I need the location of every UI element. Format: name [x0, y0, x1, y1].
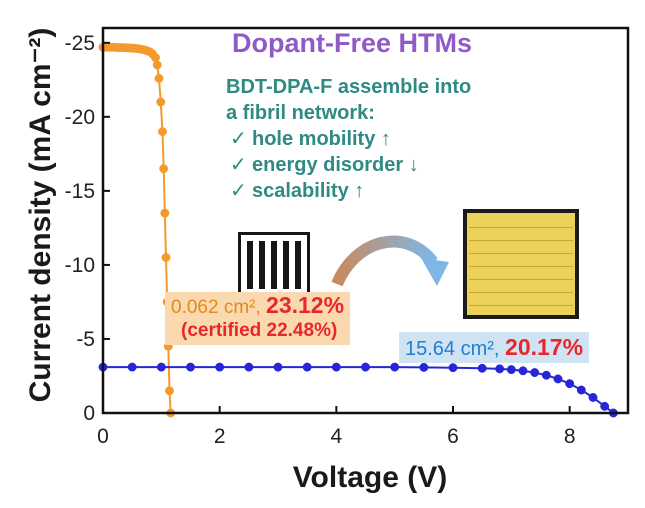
- arrow-down-icon: ↓: [408, 154, 419, 176]
- large-module-image: [463, 209, 579, 319]
- series-2-point: [530, 368, 540, 378]
- y-tick-label: -10: [65, 254, 95, 277]
- small-area-value: 0.062 cm²,: [171, 297, 261, 318]
- series-2-point: [565, 379, 575, 389]
- series-2-point: [302, 362, 312, 372]
- annotation-item-1: ✓ hole mobility ↑: [226, 126, 471, 152]
- annotation-line-1: BDT-DPA-F assemble into: [226, 74, 471, 100]
- y-tick-label: -25: [65, 32, 95, 55]
- small-area-label: 0.062 cm², 23.12% (certified 22.48%): [165, 292, 351, 345]
- large-area-value: 15.64 cm²,: [405, 338, 500, 360]
- annotation-block: BDT-DPA-F assemble into a fibril network…: [226, 74, 471, 204]
- series-1-point: [151, 53, 160, 63]
- y-tick-label: 0: [83, 402, 95, 425]
- plot-frame: [101, 26, 630, 415]
- series-2-point: [273, 362, 283, 372]
- chart-title: Dopant-Free HTMs: [232, 28, 473, 58]
- series-2-point: [576, 385, 586, 395]
- series-2-point: [541, 370, 551, 380]
- series-2-point: [186, 362, 195, 372]
- x-tick-label: 0: [97, 425, 109, 448]
- series-1-point: [165, 386, 174, 396]
- series-2-point: [215, 362, 225, 372]
- series-2-point: [506, 365, 516, 375]
- series-2-point: [518, 366, 528, 376]
- curved-arrow-icon: [331, 235, 449, 287]
- small-pce-value: 23.12%: [266, 292, 345, 318]
- series-2-point: [331, 362, 341, 372]
- series-2-point: [600, 401, 610, 411]
- x-tick-label: 6: [447, 425, 459, 448]
- material-name: BDT-DPA-F: [226, 76, 333, 98]
- arrow-up-icon: ↑: [380, 128, 391, 150]
- series-2-point: [127, 362, 137, 372]
- series-2-point: [419, 362, 429, 372]
- arrow-up-icon: ↑: [354, 180, 365, 202]
- annotation-line-2: a fibril network:: [226, 102, 375, 124]
- certified-pce: (certified 22.48%): [181, 320, 338, 341]
- x-tick-label: 2: [214, 425, 226, 448]
- series-2-point: [244, 362, 254, 372]
- series-2-point: [477, 363, 487, 373]
- annotation-line-1-rest: assemble into: [332, 76, 472, 98]
- check-icon: ✓: [230, 154, 247, 176]
- series-2-point: [588, 393, 598, 402]
- annotation-item-text: hole mobility: [252, 128, 376, 150]
- y-tick-label: -5: [76, 328, 95, 351]
- series-2-point: [390, 362, 400, 372]
- y-tick-label: -20: [65, 106, 95, 129]
- series-1-point: [159, 164, 169, 174]
- series-2-point: [553, 374, 563, 384]
- annotation-item-text: energy disorder: [252, 154, 404, 176]
- x-axis-title: Voltage (V): [293, 461, 447, 494]
- x-tick-label: 8: [564, 425, 576, 448]
- check-icon: ✓: [230, 128, 247, 150]
- small-device-image: [238, 232, 310, 296]
- series-1-point: [156, 97, 166, 107]
- annotation-item-2: ✓ energy disorder ↓: [226, 152, 471, 178]
- series-1-point: [154, 73, 164, 83]
- series-2-point: [495, 364, 505, 374]
- y-tick-label: -15: [65, 180, 95, 203]
- annotation-item-3: ✓ scalability ↑: [226, 178, 471, 204]
- series-1-point: [161, 253, 171, 262]
- large-area-label: 15.64 cm², 20.17%: [399, 332, 590, 363]
- series-layer: [98, 42, 618, 418]
- series-2-point: [156, 362, 166, 372]
- x-tick-label: 4: [330, 425, 342, 448]
- large-pce-value: 20.17%: [505, 334, 584, 360]
- series-1-point: [160, 208, 170, 218]
- y-axis-title: Current density (mA cm⁻²): [24, 28, 57, 403]
- series-1-point: [158, 127, 167, 137]
- axis-layer: 0 2 4 6 8 -25 -20 -15 -10 -5 0: [65, 26, 630, 448]
- annotation-item-text: scalability: [252, 180, 349, 202]
- series-1-point: [152, 60, 162, 70]
- series-2-point: [448, 363, 458, 373]
- series-2-point: [361, 362, 370, 372]
- check-icon: ✓: [230, 180, 247, 202]
